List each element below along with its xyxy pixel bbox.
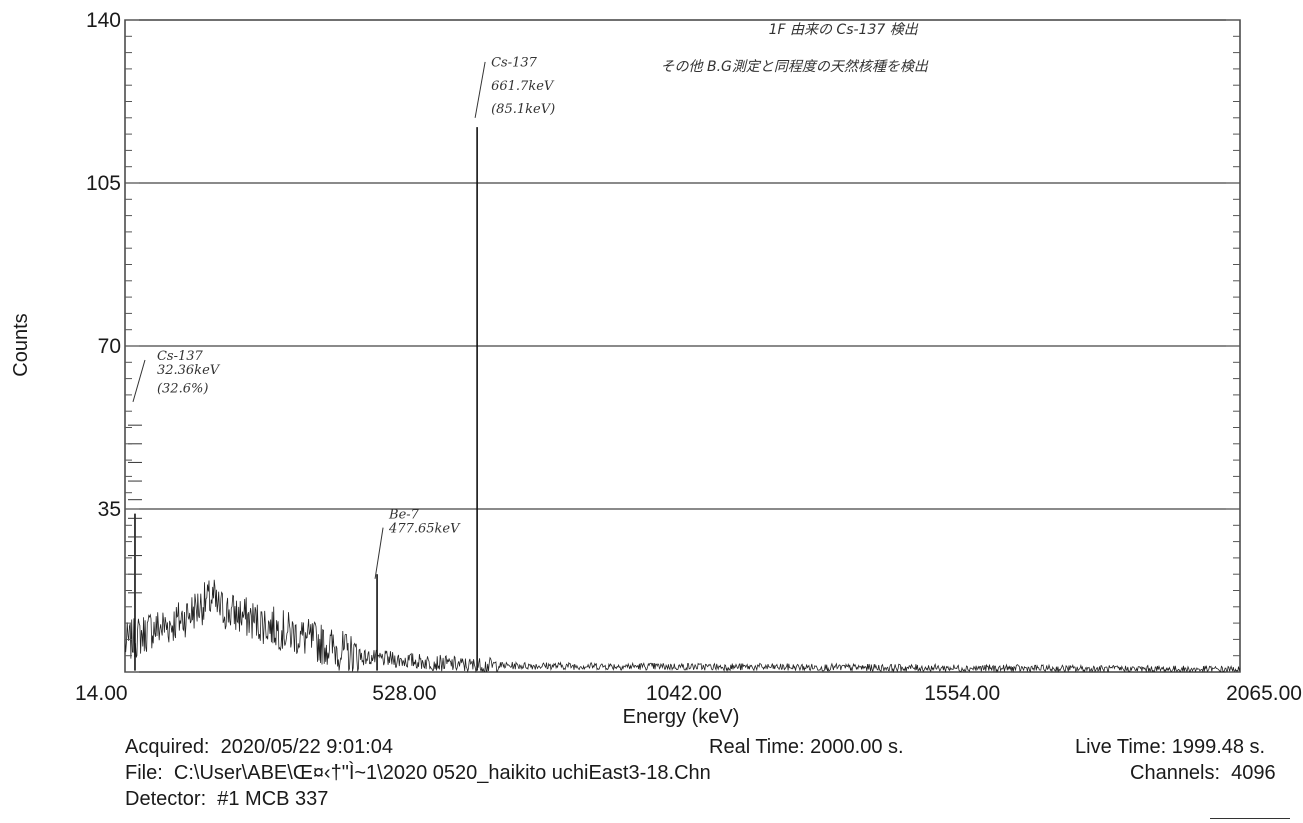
y-tick-label: 105	[86, 172, 121, 195]
x-tick-label: 1042.00	[646, 682, 722, 705]
file-path-text: File: C:\User\ABE\Œ¤‹†"Ì~1\2020 0520_hai…	[125, 762, 711, 784]
live-time-text: Live Time: 1999.48 s.	[1075, 736, 1266, 758]
annotation-text: 32.36keV	[157, 363, 221, 378]
annotations: Cs-13732.36keV(32.6%)Be-7477.65keVCs-137…	[132, 22, 929, 579]
x-tick-label: 2065.00	[1226, 682, 1302, 705]
x-tick-label: 14.00	[75, 682, 128, 705]
acquired-text: Acquired: 2020/05/22 9:01:04	[125, 736, 393, 758]
annotation-text: Cs-137	[157, 349, 204, 364]
y-tick-label: 35	[98, 498, 121, 521]
y-axis-title: Counts	[10, 313, 32, 376]
x-tick-label: 1554.00	[924, 682, 1000, 705]
detector-text: Detector: #1 MCB 337	[125, 788, 329, 810]
y-tick-label: 140	[86, 9, 121, 32]
annotation-text: (85.1keV)	[491, 102, 555, 117]
annotation-text: (32.6%)	[157, 382, 208, 397]
spectrum-trace	[124, 579, 1241, 673]
annotation-leader	[374, 527, 384, 579]
y-tick-label: 70	[98, 335, 121, 358]
footer-rule	[1210, 818, 1290, 819]
annotation-leader	[132, 359, 146, 403]
annotation-text: 1F 由来の Cs-137 検出	[769, 22, 919, 38]
annotation-text: その他 B.G測定と同程度の天然核種を検出	[661, 59, 929, 75]
annotation-leader	[474, 61, 486, 118]
annotation-text: Be-7	[388, 507, 420, 522]
tick-labels: 140 105 70 35 14.00 528.00 1042.00 1554.00 2065.…	[75, 9, 1302, 705]
real-time-text: Real Time: 2000.00 s.	[709, 736, 904, 758]
channels-text: Channels: 4096	[1130, 762, 1276, 784]
annotation-text: Cs-137	[491, 56, 538, 71]
x-tick-label: 528.00	[372, 682, 436, 705]
x-axis-title: Energy (keV)	[623, 706, 740, 728]
axis-ticks	[125, 19, 1240, 673]
annotation-text: 661.7keV	[491, 79, 555, 94]
annotation-text: 477.65keV	[388, 521, 461, 536]
plot-area	[124, 19, 1241, 673]
